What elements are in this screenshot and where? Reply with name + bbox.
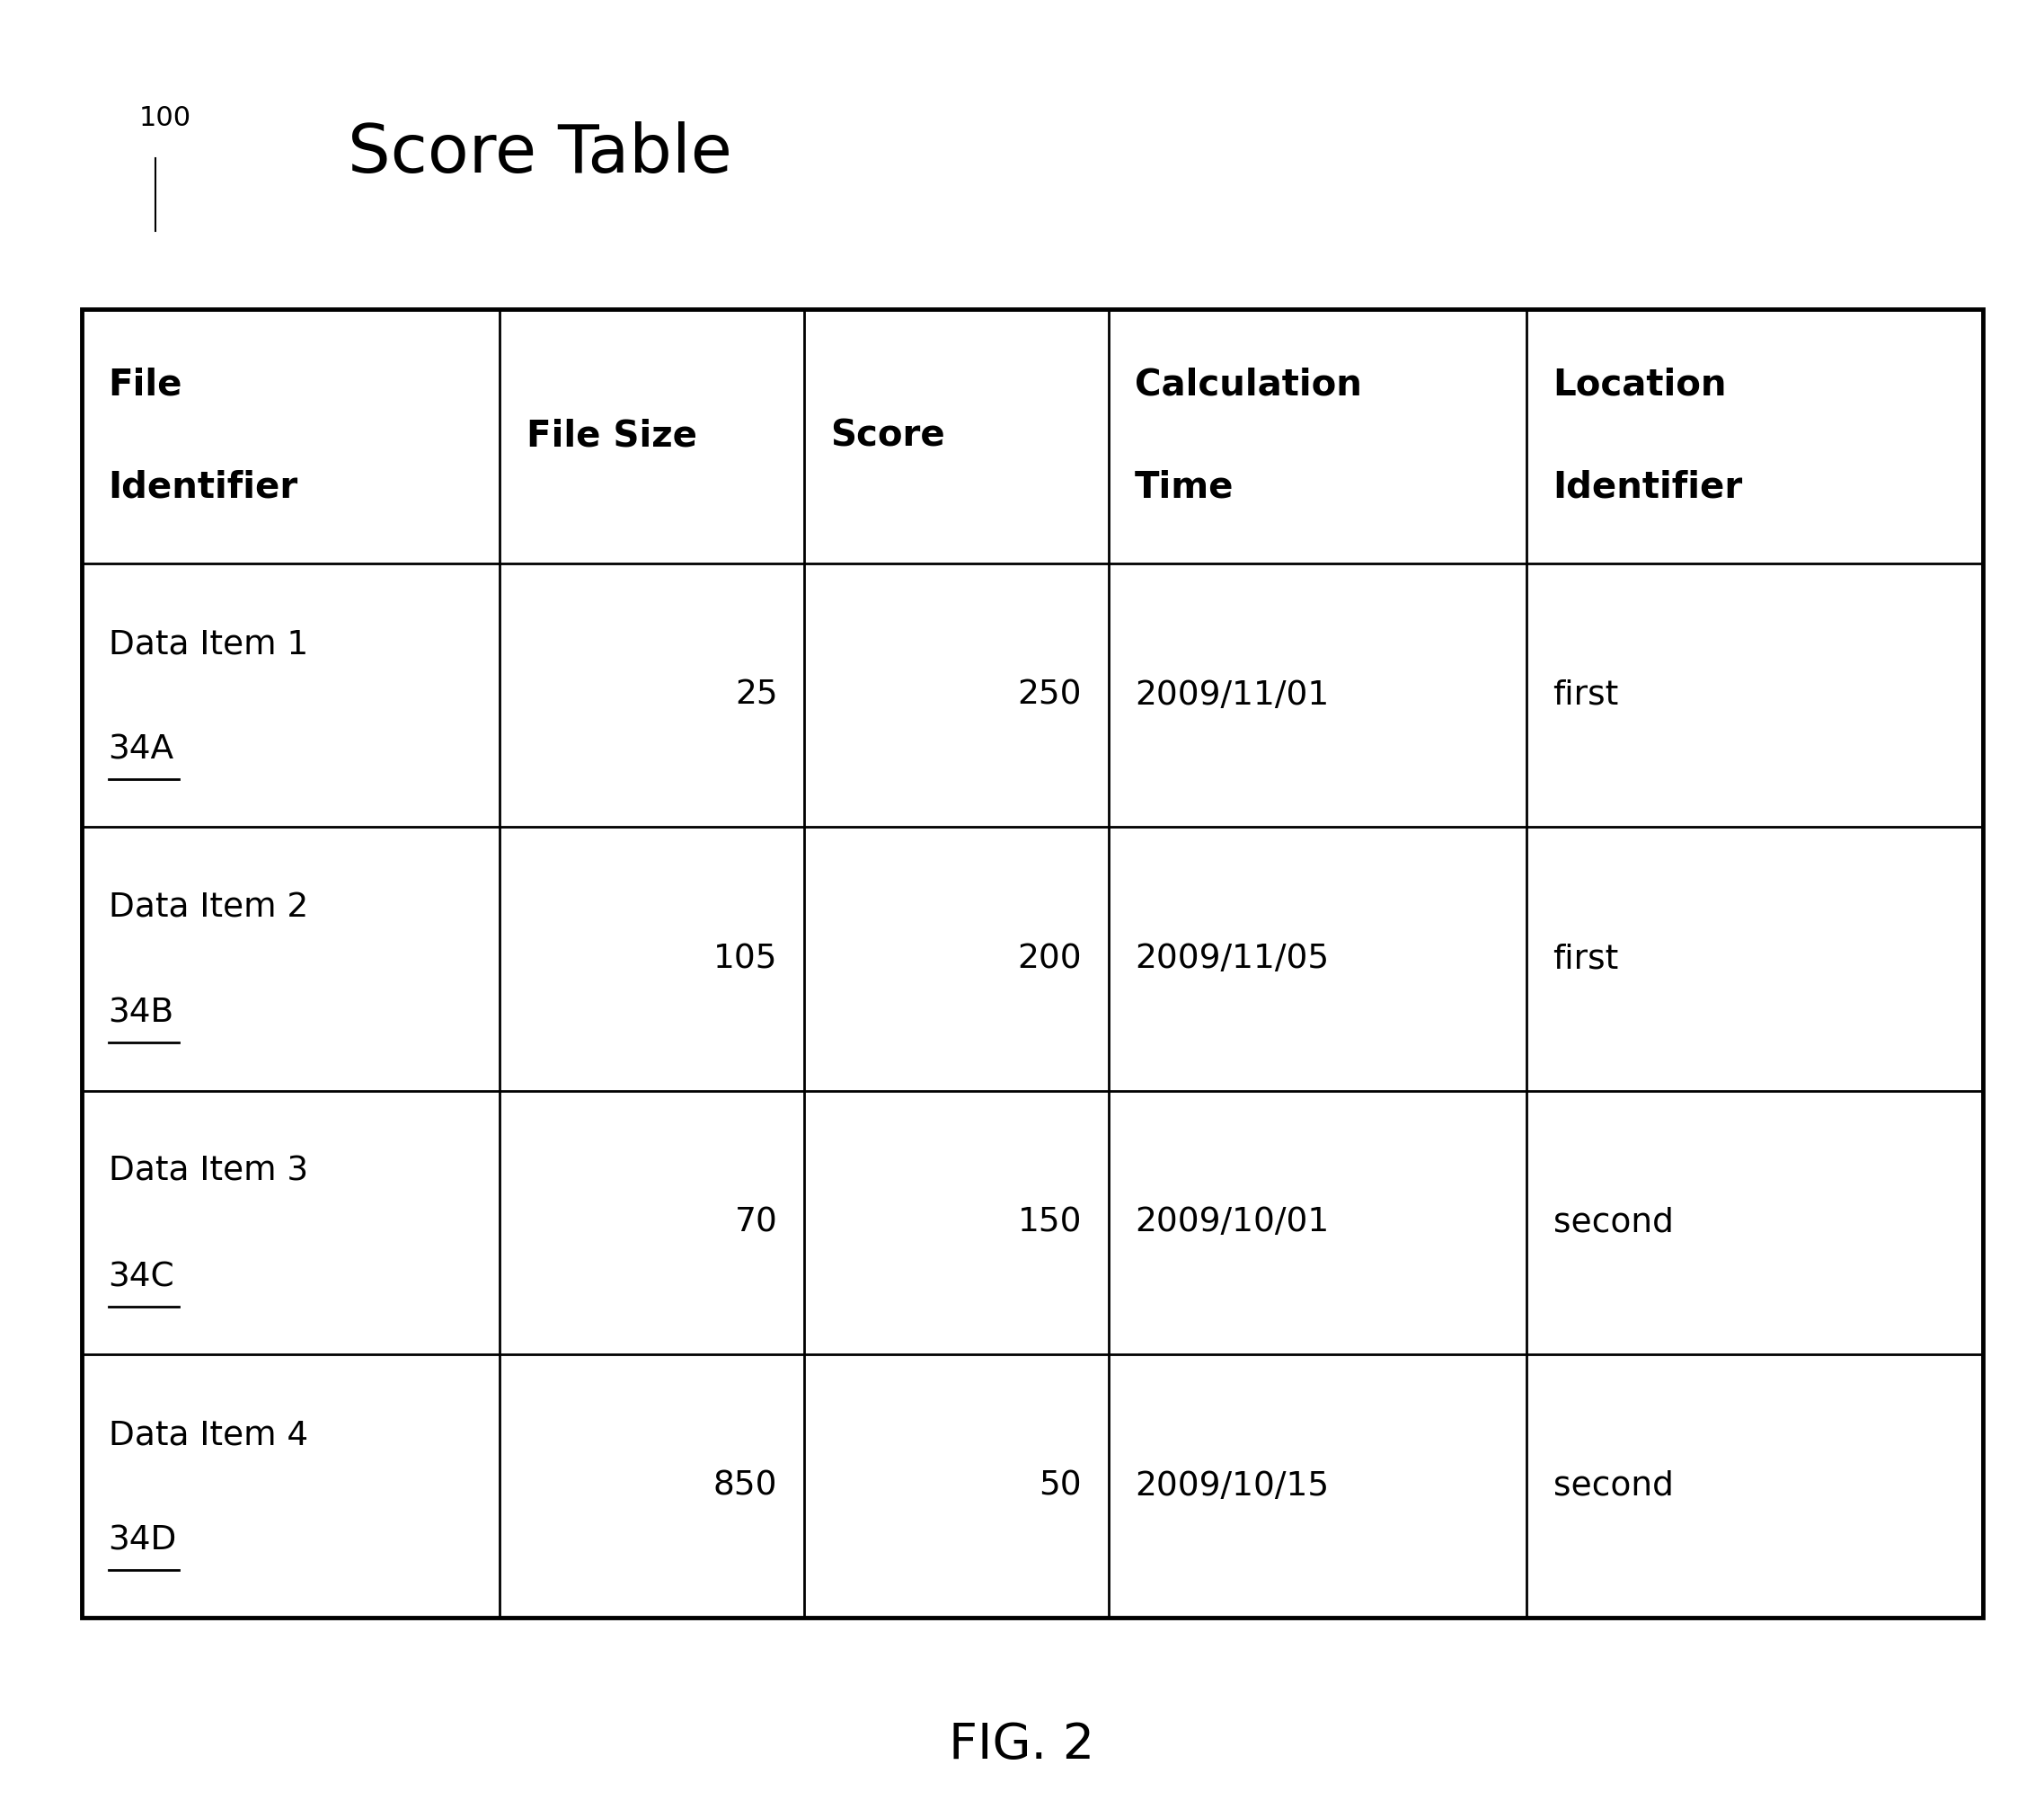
- Text: Location: Location: [1553, 367, 1727, 404]
- Text: Time: Time: [1134, 469, 1235, 505]
- Text: Data Item 4: Data Item 4: [108, 1420, 309, 1451]
- Text: FIG. 2: FIG. 2: [948, 1722, 1096, 1769]
- Text: 105: 105: [713, 944, 777, 974]
- Text: 250: 250: [1018, 680, 1081, 711]
- Text: File Size: File Size: [527, 418, 697, 454]
- Text: Identifier: Identifier: [108, 469, 298, 505]
- Text: 34A: 34A: [108, 734, 174, 765]
- Text: Data Item 1: Data Item 1: [108, 629, 309, 660]
- Text: 200: 200: [1018, 944, 1081, 974]
- Text: 850: 850: [713, 1471, 777, 1502]
- Text: first: first: [1553, 680, 1619, 711]
- Text: 100: 100: [139, 105, 192, 131]
- Text: Identifier: Identifier: [1553, 469, 1744, 505]
- Text: first: first: [1553, 944, 1619, 974]
- Text: File: File: [108, 367, 182, 404]
- Text: Score Table: Score Table: [347, 122, 732, 187]
- Text: 70: 70: [734, 1207, 777, 1238]
- Text: 2009/11/05: 2009/11/05: [1134, 944, 1329, 974]
- Text: Score: Score: [830, 418, 946, 454]
- Text: Calculation: Calculation: [1134, 367, 1361, 404]
- Text: 34C: 34C: [108, 1262, 174, 1293]
- Text: 34D: 34D: [108, 1525, 178, 1556]
- Text: 2009/10/15: 2009/10/15: [1134, 1471, 1329, 1502]
- Text: second: second: [1553, 1207, 1674, 1238]
- Text: 50: 50: [1038, 1471, 1081, 1502]
- Bar: [82, 309, 1983, 1618]
- Text: Data Item 2: Data Item 2: [108, 893, 309, 924]
- Text: 2009/10/01: 2009/10/01: [1134, 1207, 1329, 1238]
- Text: 150: 150: [1018, 1207, 1081, 1238]
- Text: 25: 25: [734, 680, 777, 711]
- Text: second: second: [1553, 1471, 1674, 1502]
- Text: Data Item 3: Data Item 3: [108, 1156, 309, 1187]
- Text: 2009/11/01: 2009/11/01: [1134, 680, 1329, 711]
- Text: 34B: 34B: [108, 998, 174, 1029]
